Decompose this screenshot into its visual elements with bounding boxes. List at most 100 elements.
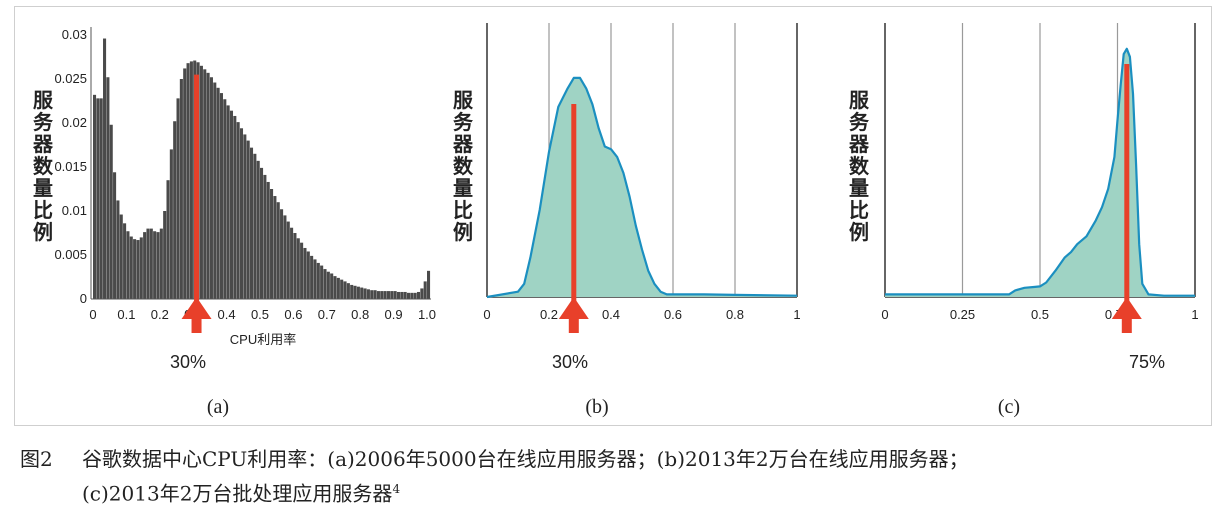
x-tick-label: 0.4 (218, 307, 236, 322)
histogram-bar (296, 238, 300, 299)
y-axis-label-char: 量 (33, 176, 53, 200)
histogram-bar (163, 211, 167, 299)
annotation-b: 30% (552, 352, 588, 372)
chart-panel-c: 服务器数量比例 00.250.50.751 75% (c) (848, 23, 1199, 418)
density-fill (885, 48, 1195, 297)
histogram-bar (139, 237, 143, 299)
histogram-bar (427, 270, 431, 299)
histogram-bar (253, 153, 257, 299)
histogram-bar (380, 291, 384, 299)
histogram-bar (283, 215, 287, 299)
histogram-bars (93, 38, 431, 300)
histogram-bar (270, 189, 274, 299)
y-axis-label-a: 服务器数量比例 (32, 88, 54, 244)
histogram-bar (383, 291, 387, 299)
figure-frame: 服务器数量比例 00.10.20.30.40.50.60.70.80.91.00… (14, 6, 1212, 426)
histogram-bar (326, 271, 330, 299)
histogram-bar (216, 87, 220, 299)
histogram-bar (336, 277, 340, 299)
x-tick-label: 0 (483, 307, 490, 322)
histogram-bar (236, 122, 240, 300)
x-tick-label: 0.6 (664, 307, 682, 322)
x-tick-label: 1.0 (418, 307, 436, 322)
histogram-bar (300, 242, 304, 299)
histogram-bar (330, 273, 334, 299)
y-axis-label-c: 服务器数量比例 (848, 88, 870, 244)
histogram-bar (116, 200, 120, 299)
histogram-bar (370, 290, 374, 299)
y-tick-label: 0.02 (62, 115, 87, 130)
histogram-bar (403, 291, 407, 299)
x-tick-label: 0.25 (950, 307, 975, 322)
histogram-bar (273, 196, 277, 299)
x-tick-label: 1 (1191, 307, 1198, 322)
histogram-bar (393, 291, 397, 299)
chart-panel-b: 服务器数量比例 0 0.2 0.4 0.6 0.8 1 30% (b) (452, 23, 801, 418)
x-tick-label: 0.7 (318, 307, 336, 322)
annotation-a: 30% (170, 352, 206, 372)
histogram-bar (96, 98, 100, 299)
x-tick-label: 0.8 (726, 307, 744, 322)
y-axis-label-char: 例 (453, 220, 473, 244)
histogram-bar (179, 79, 183, 299)
histogram-bar (263, 174, 267, 299)
y-axis-label-char: 务 (33, 110, 54, 134)
histogram-bar (249, 147, 254, 299)
y-axis-label-char: 数 (453, 154, 474, 178)
y-axis-label-char: 量 (453, 176, 473, 200)
histogram-bar (386, 291, 390, 299)
figure-caption: 图2 谷歌数据中心CPU利用率：(a)2006年5000台在线应用服务器；(b)2… (20, 444, 1210, 509)
histogram-bar (346, 283, 350, 299)
utilization-arrow-c-head (1111, 297, 1142, 333)
x-tick-label: 0.2 (151, 307, 169, 322)
y-axis-label-char: 例 (33, 220, 53, 244)
y-axis-label-char: 器 (452, 132, 474, 156)
histogram-bar (363, 288, 367, 299)
panel-label-a: (a) (207, 396, 229, 418)
histogram-bar (146, 228, 150, 299)
caption-reference: 4 (392, 482, 401, 496)
histogram-bar (260, 167, 264, 299)
histogram-bar (113, 172, 117, 299)
y-axis-label-char: 数 (849, 154, 870, 178)
histogram-bar (99, 98, 103, 299)
histogram-bar (136, 240, 140, 299)
histogram-bar (353, 285, 357, 299)
histogram-bar (203, 69, 207, 299)
panel-label-c: (c) (998, 396, 1020, 418)
histogram-bar (129, 236, 133, 299)
histogram-bar (320, 265, 324, 299)
y-tick-label: 0.01 (62, 203, 87, 218)
histogram-bar (156, 232, 160, 299)
histogram-bar (266, 181, 270, 299)
y-axis-label-b: 服务器数量比例 (452, 88, 474, 244)
histogram-bar (106, 77, 110, 300)
x-tick-label: 0 (89, 307, 96, 322)
histogram-bar (159, 228, 163, 299)
histogram-bar (350, 284, 354, 299)
histogram-bar (390, 291, 394, 299)
density-line (486, 76, 798, 299)
histogram-bar (219, 93, 223, 299)
y-axis-label-char: 服 (849, 88, 870, 112)
histogram-bar (239, 128, 244, 299)
histogram-bar (173, 121, 177, 300)
histogram-bar (406, 292, 411, 299)
axes-a: 00.10.20.30.40.50.60.70.80.91.000.0050.0… (54, 27, 436, 322)
histogram-bar (276, 202, 280, 299)
histogram-bar (280, 209, 284, 299)
y-axis-label-char: 服 (453, 88, 474, 112)
y-tick-label: 0.025 (54, 71, 87, 86)
histogram-bar (176, 98, 180, 299)
chart-panel-a: 服务器数量比例 00.10.20.30.40.50.60.70.80.91.00… (32, 27, 436, 418)
figure-svg: 服务器数量比例 00.10.20.30.40.50.60.70.80.91.00… (32, 23, 1199, 418)
y-axis-label-char: 器 (848, 132, 870, 156)
x-tick-label: 0 (881, 307, 888, 322)
histogram-bar (413, 292, 417, 299)
y-axis-label-char: 数 (33, 154, 54, 178)
histogram-bar (183, 68, 187, 299)
caption-line-1: 谷歌数据中心CPU利用率：(a)2006年5000台在线应用服务器；(b)201… (82, 447, 969, 471)
histogram-bar (323, 269, 327, 299)
histogram-bar (213, 82, 217, 300)
histogram-bar (126, 231, 130, 299)
